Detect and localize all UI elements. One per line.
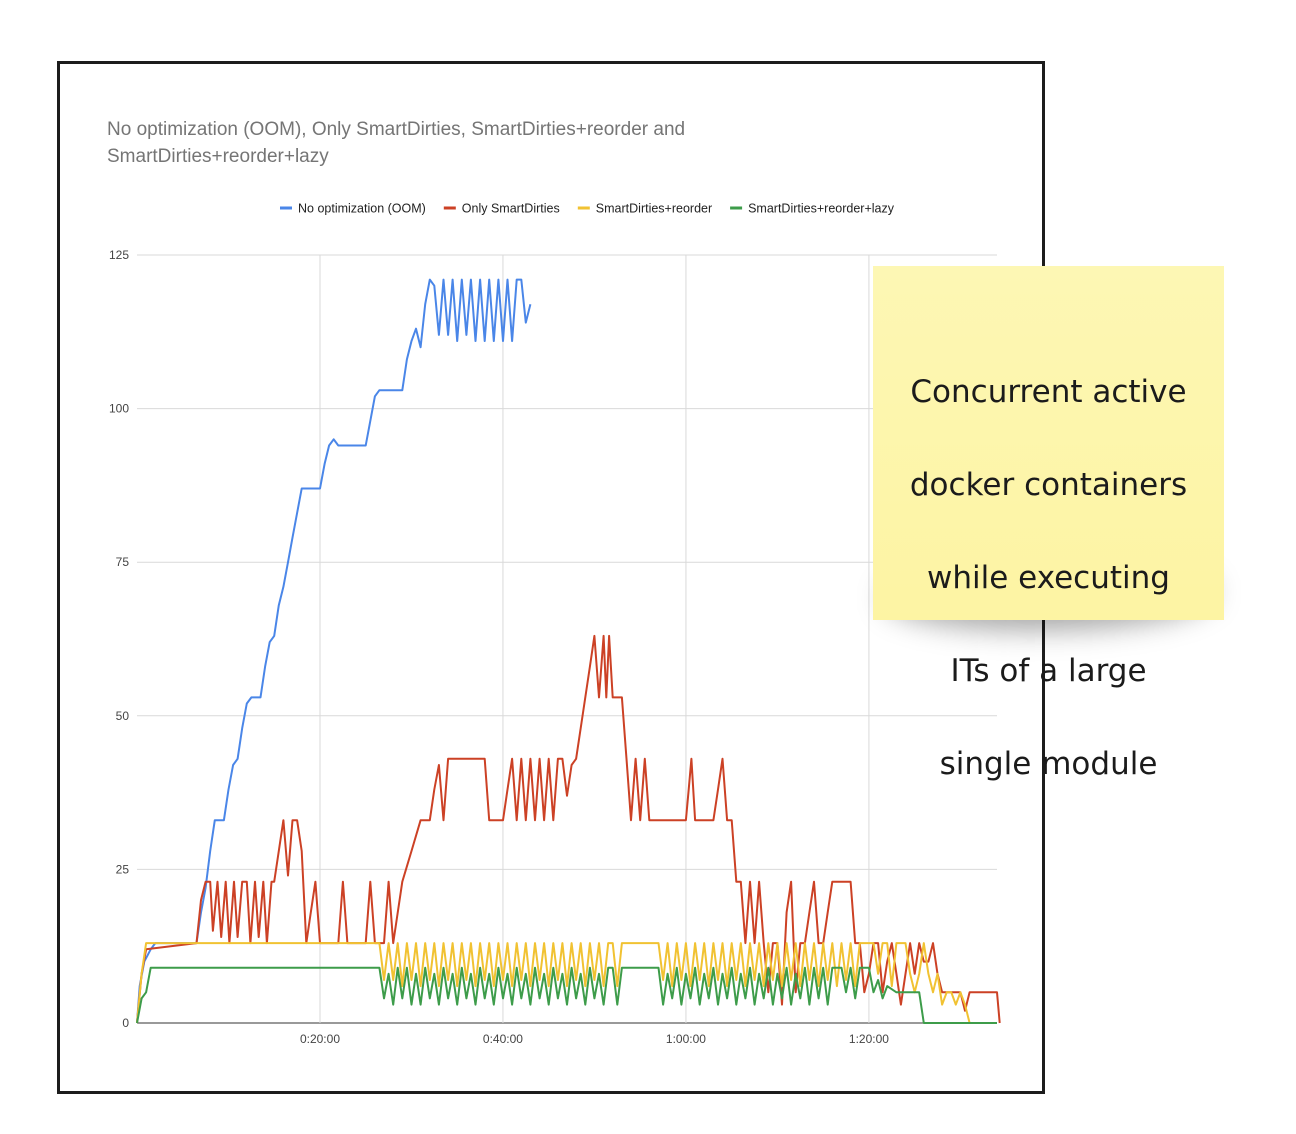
legend-label: No optimization (OOM) xyxy=(298,202,426,216)
sticky-note-line: Concurrent active xyxy=(910,373,1187,410)
y-tick-label: 50 xyxy=(116,709,130,723)
legend-label: SmartDirties+reorder xyxy=(596,202,712,216)
sticky-note: Concurrent active docker containers whil… xyxy=(873,266,1224,782)
sticky-note-line: ITs of a large xyxy=(950,652,1147,689)
legend-item: No optimization (OOM) xyxy=(280,202,426,216)
y-tick-label: 25 xyxy=(116,862,130,876)
chart-series xyxy=(136,278,1001,1024)
y-tick-label: 0 xyxy=(122,1016,129,1030)
sticky-note-line: while executing xyxy=(927,559,1170,596)
series-line-1 xyxy=(136,278,532,1024)
legend-item: Only SmartDirties xyxy=(443,202,560,216)
x-tick-label: 1:00:00 xyxy=(666,1032,706,1046)
x-tick-label: 0:40:00 xyxy=(483,1032,523,1046)
series-line-4 xyxy=(136,966,997,1024)
y-tick-label: 100 xyxy=(109,402,129,416)
series-line-2 xyxy=(136,634,1001,1024)
y-tick-label: 125 xyxy=(109,248,129,262)
chart-grid xyxy=(137,254,997,1024)
x-tick-label: 0:20:00 xyxy=(300,1032,340,1046)
chart-legend: No optimization (OOM) Only SmartDirties Sm… xyxy=(280,202,895,216)
series-line-3 xyxy=(136,942,971,1024)
sticky-note-line: single module xyxy=(939,745,1158,782)
sticky-note-text: Concurrent active docker containers whil… xyxy=(884,322,1214,834)
chart-title-line-2: SmartDirties+reorder+lazy xyxy=(107,146,329,167)
legend-label: Only SmartDirties xyxy=(462,202,560,216)
legend-item: SmartDirties+reorder xyxy=(577,202,712,216)
x-tick-label: 1:20:00 xyxy=(849,1032,889,1046)
chart-title-line-1: No optimization (OOM), Only SmartDirties… xyxy=(107,119,685,140)
sticky-note-line: docker containers xyxy=(909,466,1188,503)
line-chart: No optimization (OOM), Only SmartDirties… xyxy=(107,119,1001,1046)
legend-label: SmartDirties+reorder+lazy xyxy=(748,202,895,216)
chart-axis-ticks: 0 25 50 75 100 125 0:20:00 0:40:00 1:00:00 1:20:0… xyxy=(109,248,889,1046)
y-tick-label: 75 xyxy=(116,555,130,569)
legend-item: SmartDirties+reorder+lazy xyxy=(730,202,895,216)
